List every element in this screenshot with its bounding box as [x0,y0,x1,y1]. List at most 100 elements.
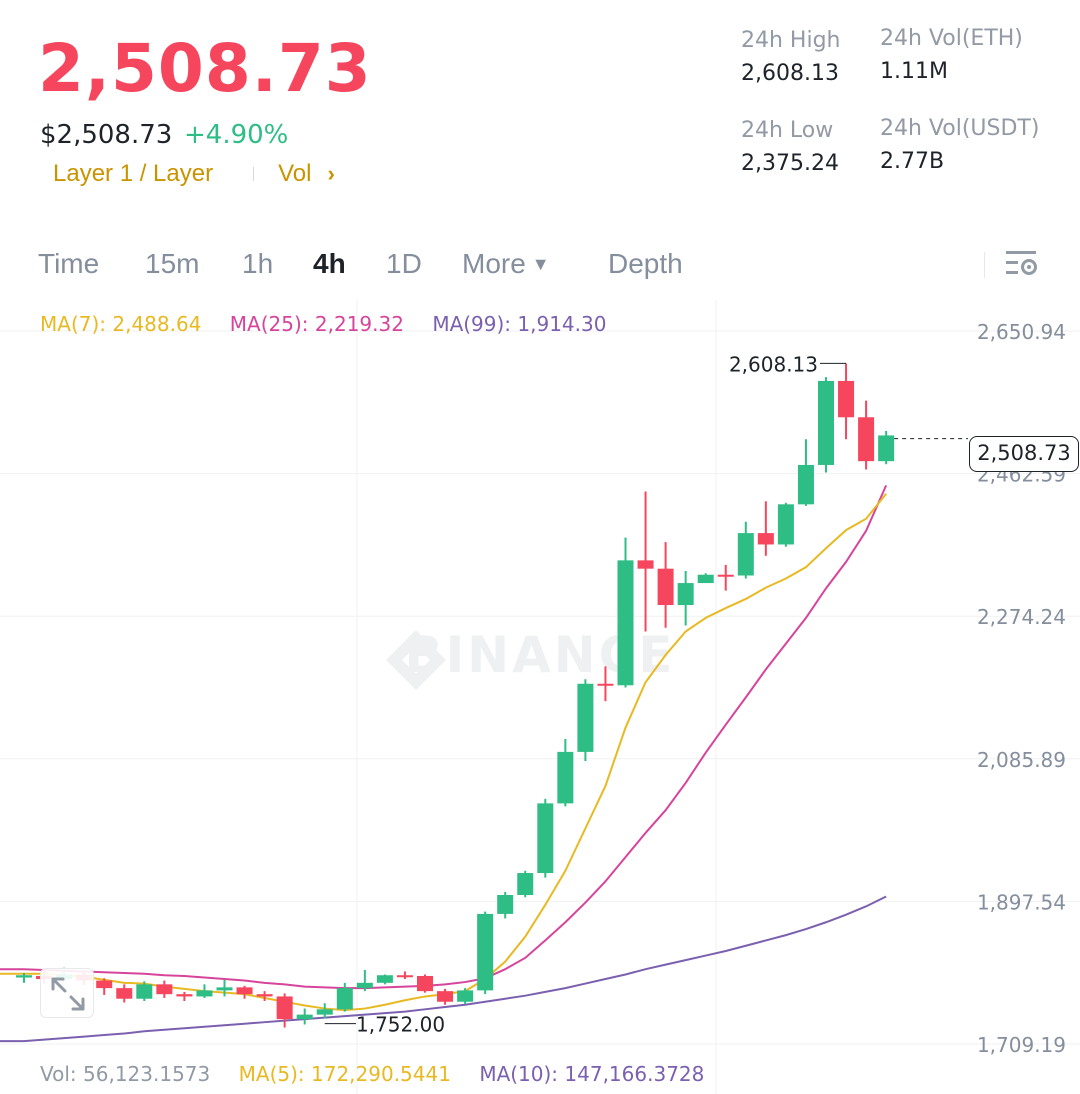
candle-body [717,574,734,577]
price-change-percent: +4.90% [184,120,289,150]
candle-body [316,1009,333,1015]
stat-label: 24h High [741,28,841,53]
caret-down-icon: ▼ [531,254,550,274]
candles [16,363,895,1028]
candle-body [236,987,253,995]
tag-divider [253,167,255,181]
ma25-value: MA(25): 2,219.32 [229,312,404,336]
stat-label: 24h Vol(USDT) [880,116,1040,141]
y-tick-label: 1,709.19 [977,1033,1066,1057]
candle-body [878,435,895,462]
ma25-line [0,484,888,990]
candle-body [376,975,393,983]
ma99-line [0,895,887,1043]
candle-body [517,873,534,895]
candle-body [256,994,273,997]
candle-body [336,988,353,1010]
markers: 2,608.13 1,752.00 [324,352,968,1037]
candle-body [417,976,433,992]
tab-depth[interactable]: Depth [608,248,683,279]
volume-legend: Vol: 56,123.1573 MA(5): 172,290.5441 MA(… [40,1062,726,1086]
candle-body [818,380,834,465]
expand-chart-button[interactable] [40,968,94,1018]
interval-tabs: Time 15m 1h 4h 1D More ▼ Depth [0,240,1080,296]
candle-body [617,560,634,686]
high-marker-label: 2,608.13 [729,352,818,376]
candle-body [497,894,514,914]
watermark-text: BINANCE [405,626,676,684]
candle-body [537,803,554,874]
tab-1d[interactable]: 1D [386,248,422,279]
watermark-logo-icon [386,630,446,690]
stat-value: 2,375.24 [741,151,839,176]
candle-body [597,683,614,686]
candle-body [797,464,814,505]
candle-body [737,533,754,576]
candle-body [396,975,413,978]
candle-body [577,683,594,752]
vol-link[interactable]: Vol [278,160,312,187]
candle-body [16,975,32,978]
stat-24h-low: 24h Low 2,375.24 [741,118,839,176]
tab-15m[interactable]: 15m [145,248,200,279]
tab-more[interactable]: More ▼ [462,248,550,280]
y-axis: 2,650.942,462.592,274.242,085.891,897.54… [977,320,1066,1057]
ma-legend: MA(7): 2,488.64 MA(25): 2,219.32 MA(99):… [40,312,628,336]
candle-body [477,913,494,991]
tab-divider [984,252,985,278]
candle-body [677,583,694,606]
y-tick-label: 2,085.89 [977,748,1066,772]
chart-grid [0,300,1080,1094]
stat-value: 2,608.13 [741,61,839,86]
stat-label: 24h Low [741,118,834,143]
last-price-tag: 2,508.73 [969,436,1079,472]
stat-label: 24h Vol(ETH) [880,26,1023,51]
stat-24h-vol-base: 24h Vol(ETH) 1.11M [880,26,1023,84]
tab-4h[interactable]: 4h [313,248,346,279]
candle-body [858,417,875,462]
candle-body [557,751,574,804]
chart-settings-icon[interactable] [1004,248,1038,278]
ma7-value: MA(7): 2,488.64 [40,312,202,336]
tab-time[interactable]: Time [38,248,100,279]
volume-value: Vol: 56,123.1573 [40,1062,211,1086]
price-usd: $2,508.73 [40,120,173,150]
candle-body [276,996,293,1020]
candle-body [437,991,454,1002]
candle-body [356,982,373,989]
candle-body [156,984,173,995]
volume-ma10: MA(10): 147,166.3728 [479,1062,705,1086]
candle-body [136,984,153,999]
volume-ma5: MA(5): 172,290.5441 [238,1062,451,1086]
candle-body [176,994,193,997]
candle-body [657,568,674,606]
candle-body [96,980,113,989]
candle-body [216,987,233,991]
candle-body [838,380,855,418]
ma99-value: MA(99): 1,914.30 [432,312,607,336]
stat-24h-high: 24h High 2,608.13 [741,28,841,86]
y-tick-label: 2,274.24 [977,605,1066,629]
candle-body [637,560,654,569]
expand-icon [51,977,85,1011]
candle-body [296,1014,313,1020]
y-tick-label: 1,897.54 [977,890,1066,914]
candlestick-chart[interactable]: BINANCE 2,608.131,752.00 2,650.942,462.5… [0,300,1080,1094]
tag-row: Layer 1 / Layer Vol › [53,160,335,188]
candle-body [457,990,474,1002]
low-marker-label: 1,752.00 [356,1013,445,1037]
candle-body [777,504,794,545]
candle-body [196,990,213,997]
stat-24h-vol-quote: 24h Vol(USDT) 2.77B [880,116,1039,174]
candle-body [116,988,133,999]
last-price: 2,508.73 [38,30,372,107]
stat-value: 2.77B [880,149,945,174]
stat-value: 1.11M [880,59,948,84]
candle-body [697,574,714,584]
chevron-right-icon[interactable]: › [327,161,335,186]
category-tag[interactable]: Layer 1 / Layer [53,160,214,187]
tab-1h[interactable]: 1h [242,248,274,279]
candle-body [757,533,774,545]
y-tick-label: 2,650.94 [977,320,1066,344]
tab-more-label: More [462,248,526,279]
